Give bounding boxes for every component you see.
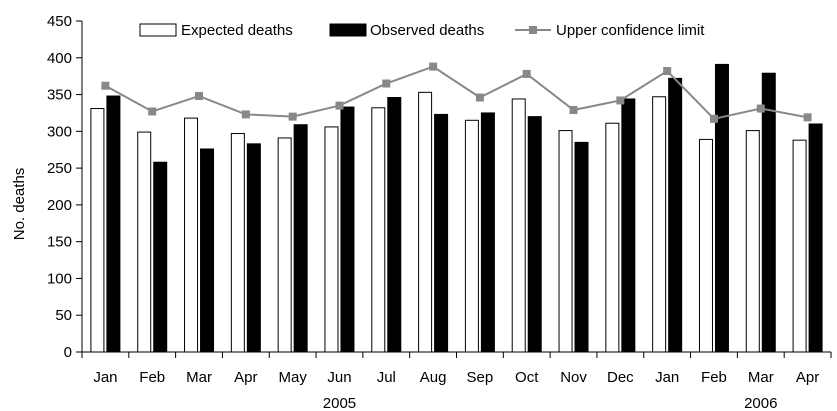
observed-deaths-bar [480,112,495,353]
x-tick-label: Jan [93,369,117,386]
expected-deaths-bar [230,133,245,353]
observed-deaths-bar [153,161,168,353]
observed-deaths-bar [574,141,589,353]
y-tick-label: 350 [47,87,72,104]
y-tick-label: 250 [47,160,72,177]
x-tick-label: Mar [186,369,212,386]
upper-confidence-point [709,114,718,123]
observed-deaths-bar [714,63,729,353]
observed-deaths-bar [434,113,449,353]
expected-deaths-bar [511,98,526,353]
y-tick-label: 150 [47,234,72,251]
year-label: 2006 [744,395,777,411]
legend-marker-upper [529,26,537,34]
expected-deaths-bar [792,139,807,353]
observed-deaths-bar [387,96,402,353]
observed-deaths-bar [621,98,636,353]
legend-swatch-observed [329,23,367,37]
x-tick-label: Sep [467,369,494,386]
observed-deaths-bar [246,143,261,353]
upper-confidence-point [569,106,578,115]
legend-label-observed: Observed deaths [370,22,484,39]
x-tick-label: Oct [515,369,539,386]
y-tick-label: 100 [47,270,72,287]
expected-deaths-bar [698,138,713,353]
y-tick-label: 400 [47,50,72,67]
x-tick-label: Mar [748,369,774,386]
y-tick-label: 450 [47,13,72,30]
observed-deaths-bar [808,123,823,353]
y-axis-title: No. deaths [11,168,28,241]
expected-deaths-bar [558,130,573,353]
upper-confidence-point [616,96,625,105]
x-tick-label: Feb [139,369,165,386]
expected-deaths-bar [137,131,152,353]
expected-deaths-bar [184,117,199,353]
year-label: 2005 [323,395,356,411]
expected-deaths-bar [277,137,292,353]
x-tick-label: Aug [420,369,447,386]
y-tick-label: 0 [64,344,72,361]
observed-deaths-bar [293,124,308,353]
expected-deaths-bar [418,91,433,353]
upper-confidence-point [288,112,297,121]
upper-confidence-point [475,93,484,102]
x-tick-label: Apr [234,369,257,386]
expected-deaths-bar [652,96,667,353]
x-tick-label: Jul [377,369,396,386]
expected-deaths-bar [745,130,760,353]
upper-confidence-point [803,113,812,122]
upper-confidence-point [195,92,204,101]
observed-deaths-bar [106,95,121,353]
observed-deaths-bar [527,116,542,353]
x-tick-label: Apr [796,369,819,386]
observed-deaths-bar [340,106,355,353]
bars [90,63,823,353]
observed-deaths-bar [668,77,683,353]
x-tick-label: Jan [655,369,679,386]
upper-confidence-point [241,110,250,119]
expected-deaths-bar [324,126,339,353]
expected-deaths-bar [90,108,105,353]
legend-swatch-expected [139,23,177,37]
legend: Expected deaths Observed deaths Upper conf… [139,22,705,39]
observed-deaths-bar [761,72,776,353]
upper-confidence-point [101,81,110,90]
observed-deaths-bar [200,148,215,353]
upper-confidence-point [429,62,438,71]
upper-confidence-point [382,79,391,88]
confidence-line [101,62,812,123]
expected-deaths-bar [464,119,479,353]
upper-confidence-point [756,104,765,113]
expected-deaths-bar [605,122,620,353]
upper-confidence-point [663,67,672,76]
x-tick-label: Nov [560,369,587,386]
x-tick-label: Jun [327,369,351,386]
y-axis: 0 50 100 150 200 250 300 350 400 450 [47,13,83,361]
y-tick-label: 200 [47,197,72,214]
y-tick-label: 50 [55,307,72,324]
x-tick-label: Dec [607,369,634,386]
x-tick-label: May [278,369,307,386]
upper-confidence-point [148,107,157,116]
legend-label-upper: Upper confidence limit [556,22,705,39]
upper-confidence-point [522,69,531,78]
upper-confidence-point [335,101,344,110]
legend-label-expected: Expected deaths [181,22,293,39]
upper-confidence-line [104,65,808,120]
y-tick-label: 300 [47,123,72,140]
expected-deaths-bar [371,107,386,353]
x-tick-label: Feb [701,369,727,386]
x-axis: Jan Feb Mar Apr May Jun Jul Aug Sep Oct Nov Dec Jan F… [81,351,832,411]
